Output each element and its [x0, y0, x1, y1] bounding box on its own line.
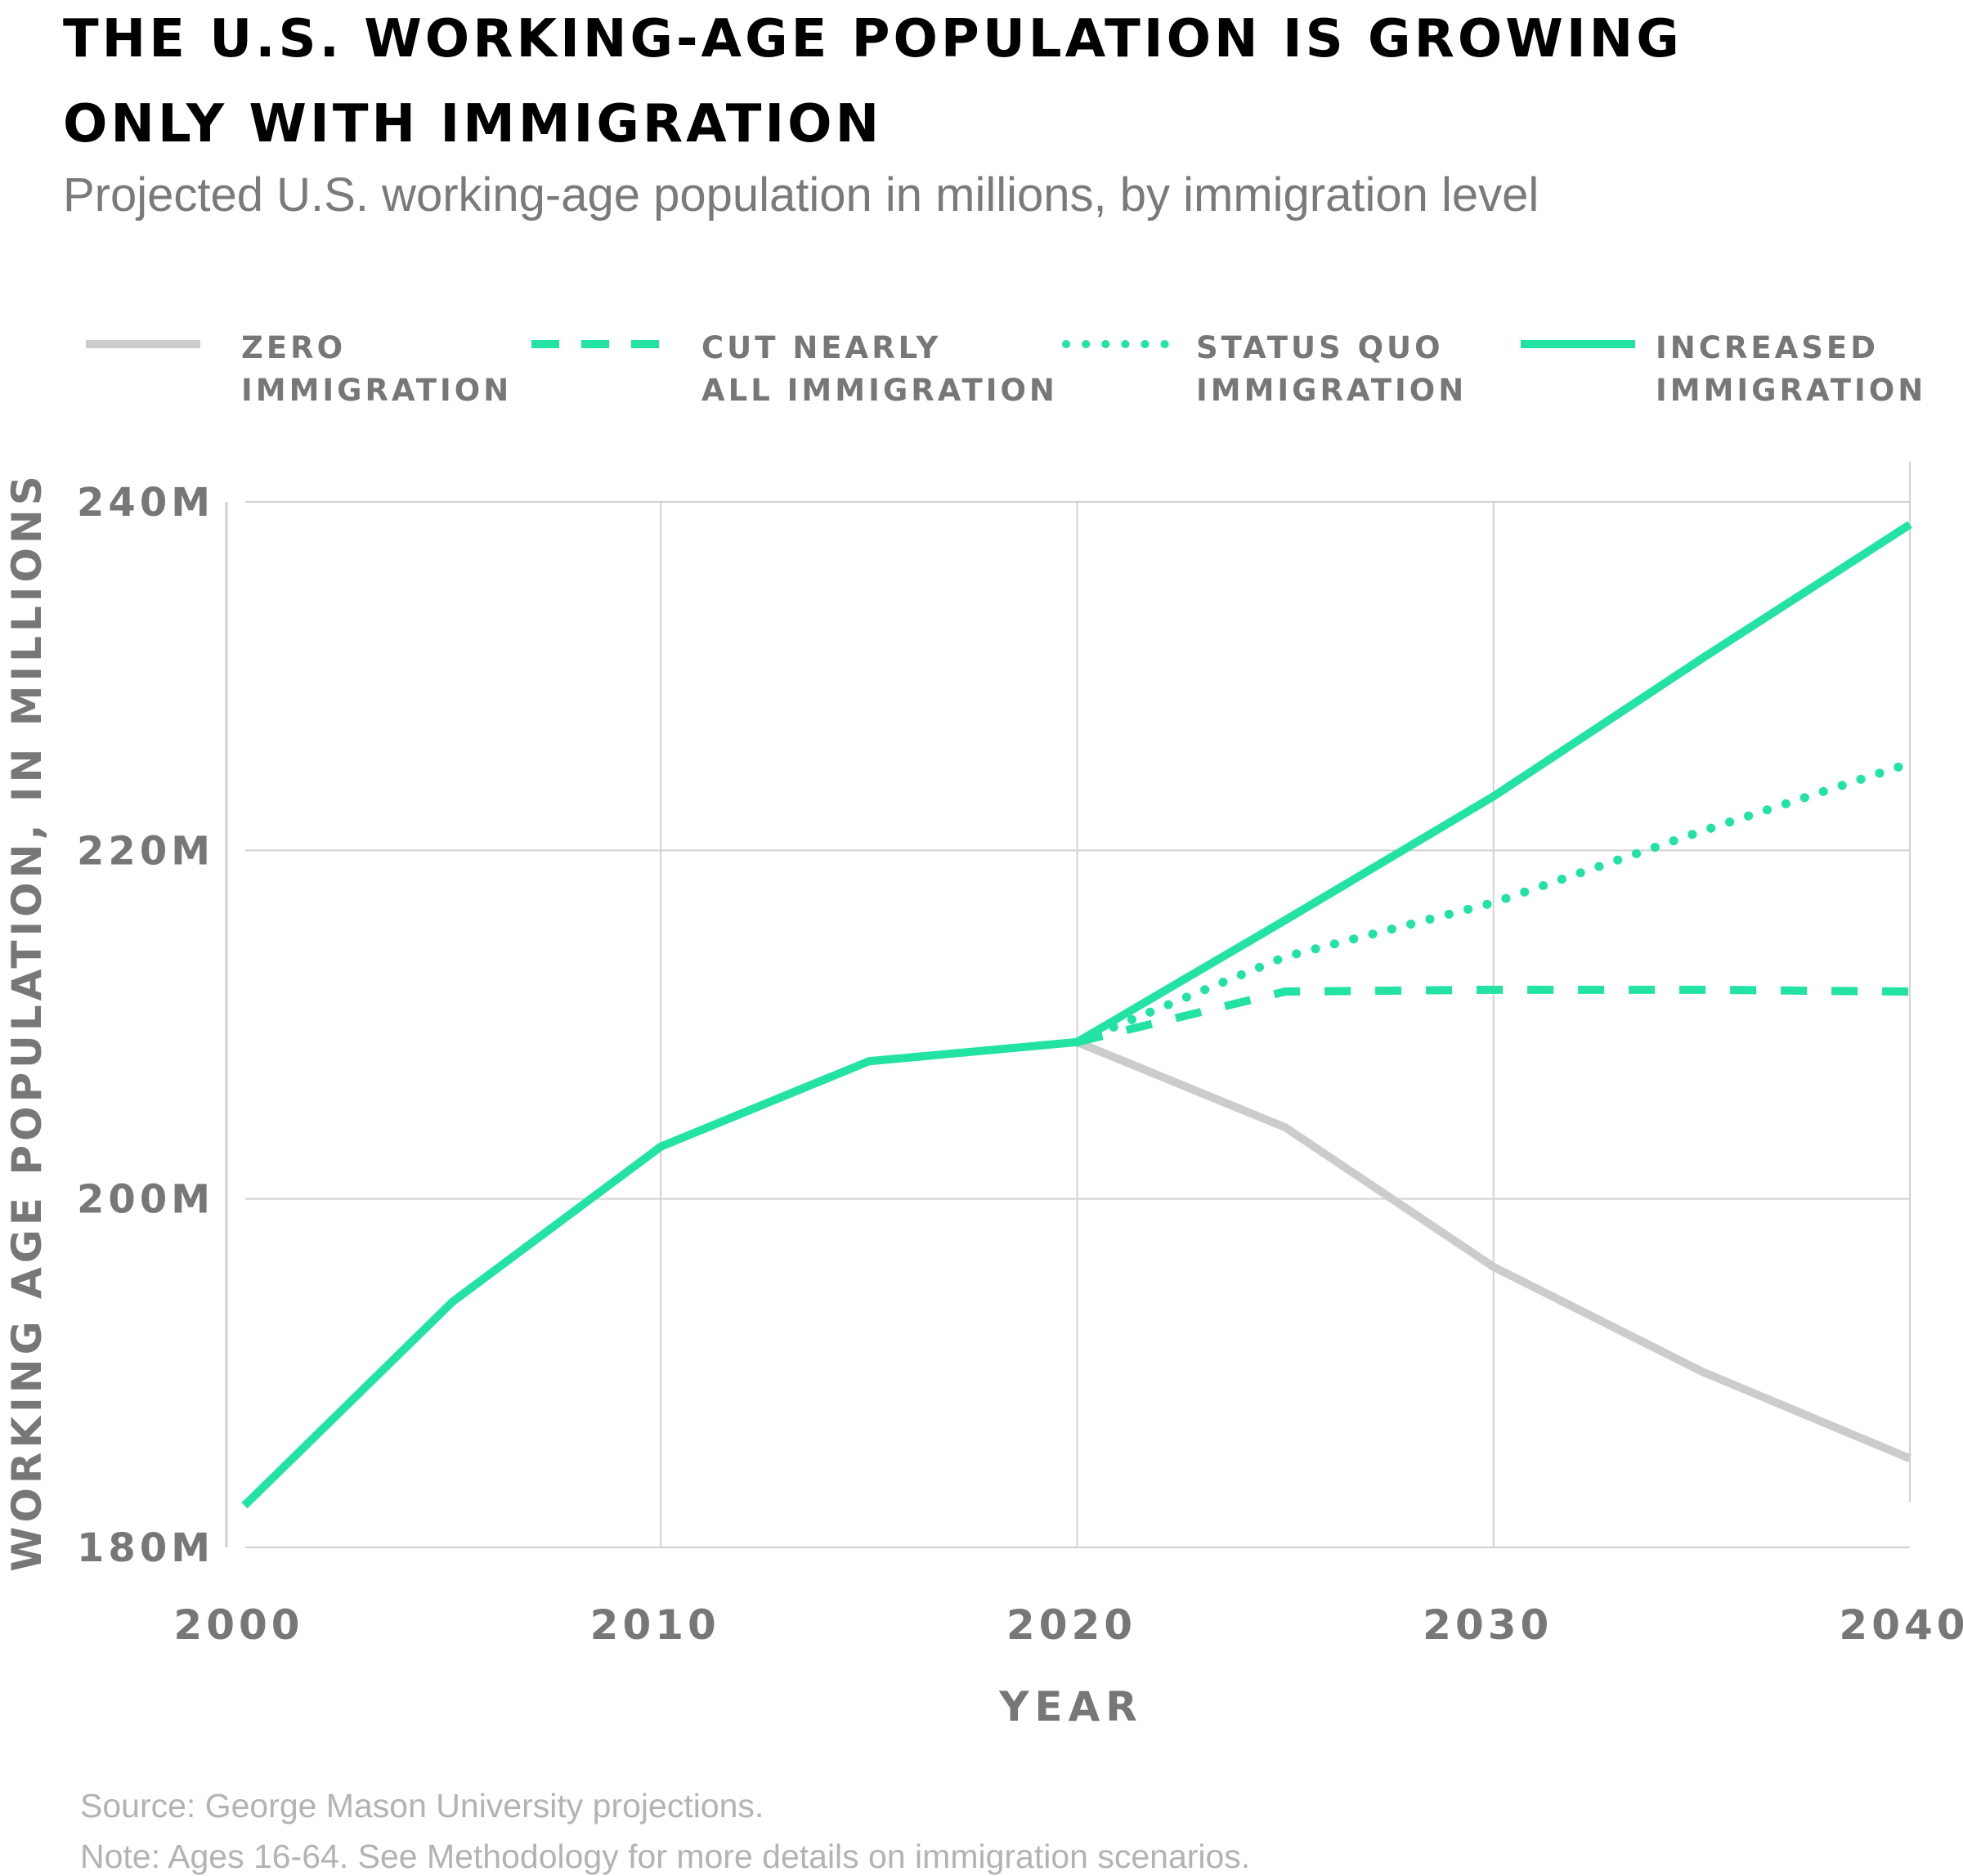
y-axis-label: WORKING AGE POPULATION, IN MILLIONS	[3, 472, 51, 1572]
x-tick-label: 2020	[1006, 1601, 1136, 1649]
y-tick-label: 220M	[77, 828, 214, 874]
tick-labels: 180M 200M 220M 240M 2000 2010 2020 2030 2040	[77, 480, 1963, 1649]
x-tick-label: 2040	[1839, 1601, 1963, 1649]
x-axis-label: YEAR	[998, 1683, 1143, 1730]
x-tick-label: 2000	[173, 1601, 303, 1649]
gridlines	[245, 462, 1910, 1547]
y-tick-label: 240M	[77, 480, 214, 526]
x-tick-label: 2010	[590, 1601, 720, 1649]
y-tick-label: 200M	[77, 1177, 214, 1223]
methodology-note: Note: Ages 16-64. See Methodology for mo…	[80, 1838, 1250, 1876]
y-tick-label: 180M	[77, 1525, 214, 1571]
source-note: Source: George Mason University projecti…	[80, 1787, 764, 1825]
x-tick-label: 2030	[1423, 1601, 1553, 1649]
